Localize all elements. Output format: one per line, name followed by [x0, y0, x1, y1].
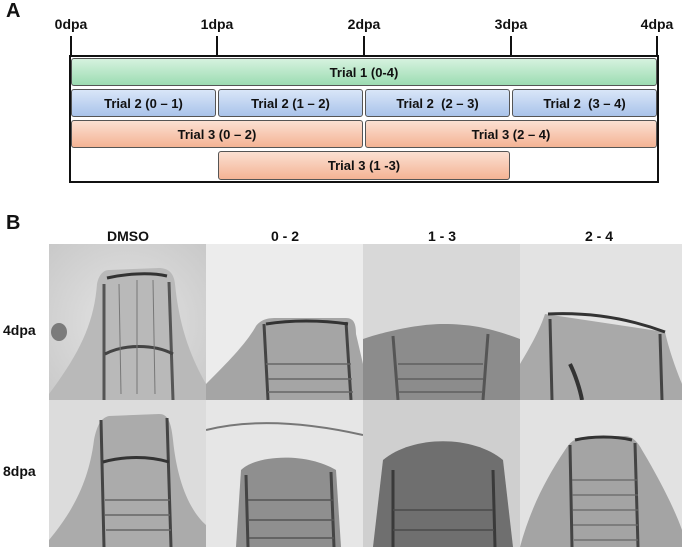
tick-label-2dpa: 2dpa: [347, 16, 381, 32]
tick-label-1dpa: 1dpa: [200, 16, 234, 32]
tick-label-4dpa: 4dpa: [640, 16, 674, 32]
trial1-bar: Trial 1 (0-4): [71, 58, 657, 86]
tick-mark-3dpa: [510, 36, 512, 56]
column-header-0-2: 0 - 2: [270, 228, 300, 244]
micrograph-2-4-8dpa: [520, 400, 682, 547]
micrograph-0-2-4dpa: [206, 244, 363, 400]
tick-mark-2dpa: [363, 36, 365, 56]
panel-b-label: B: [6, 212, 21, 234]
tick-mark-1dpa: [216, 36, 218, 56]
trial2-bar-0-1: Trial 2 (0 – 1): [71, 89, 216, 117]
panel-a-label: A: [6, 0, 21, 22]
micrograph-2-4-4dpa: [520, 244, 682, 400]
tick-mark-4dpa: [656, 36, 658, 56]
trial3-bar-0-2: Trial 3 (0 – 2): [71, 120, 363, 148]
micrograph-dmso-4dpa: [49, 244, 206, 400]
column-header-2-4: 2 - 4: [584, 228, 614, 244]
trial3-bar-1-3: Trial 3 (1 -3): [218, 151, 510, 180]
micrograph-dmso-8dpa: [49, 400, 206, 547]
column-header-1-3: 1 - 3: [427, 228, 457, 244]
micrograph-1-3-4dpa: [363, 244, 520, 400]
row-header-4dpa: 4dpa: [3, 322, 36, 338]
tick-label-0dpa: 0dpa: [54, 16, 88, 32]
row-header-8dpa: 8dpa: [3, 463, 36, 479]
tick-mark-0dpa: [70, 36, 72, 56]
trial3-bar-2-4: Trial 3 (2 – 4): [365, 120, 657, 148]
trial2-bar-1-2: Trial 2 (1 – 2): [218, 89, 363, 117]
trial2-bar-3-4: Trial 2 (3 – 4): [512, 89, 657, 117]
micrograph-0-2-8dpa: [206, 400, 363, 547]
trial2-bar-2-3: Trial 2 (2 – 3): [365, 89, 510, 117]
tick-label-3dpa: 3dpa: [494, 16, 528, 32]
column-header-dmso: DMSO: [107, 228, 149, 244]
micrograph-1-3-8dpa: [363, 400, 520, 547]
